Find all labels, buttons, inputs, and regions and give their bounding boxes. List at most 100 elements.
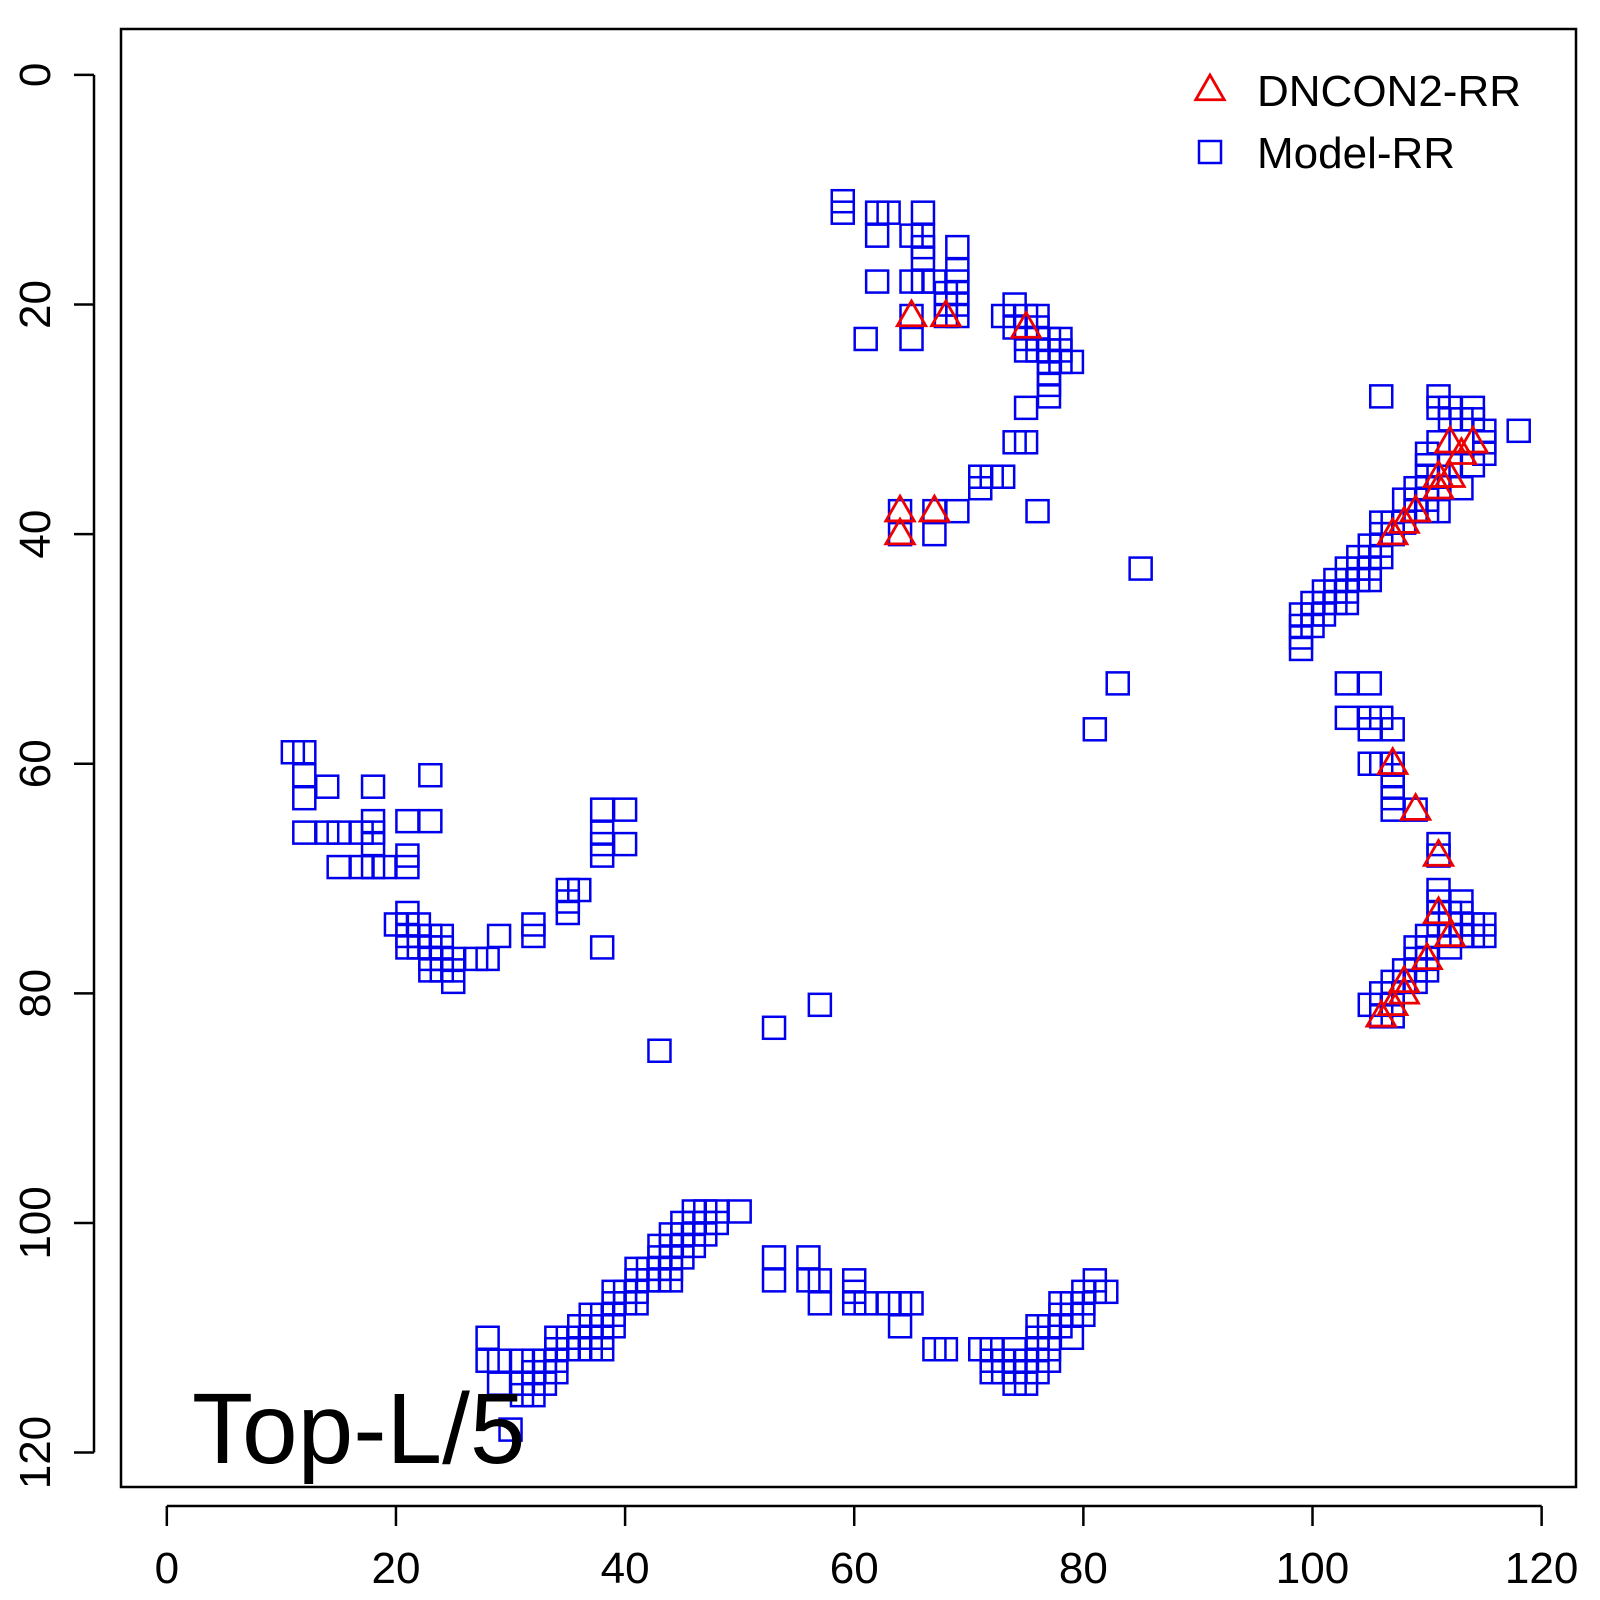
series-model-rr	[280, 188, 1531, 1442]
x-tick-label: 0	[155, 1544, 179, 1593]
model-rr-point	[418, 808, 443, 834]
model-rr-point	[945, 234, 970, 260]
dncon2-rr-point	[1398, 493, 1433, 523]
model-rr-point	[1128, 556, 1153, 581]
dncon2-rr-point	[1444, 435, 1479, 465]
model-rr-point	[968, 475, 993, 501]
model-rr-point	[761, 1015, 787, 1041]
model-rr-point	[395, 854, 420, 880]
legend-label-dncon2: DNCON2-RR	[1257, 67, 1521, 116]
model-rr-point	[864, 269, 890, 294]
model-rr-point	[521, 923, 546, 949]
model-rr-point	[1472, 923, 1497, 949]
model-rr-point	[853, 326, 878, 352]
model-rr-point	[1449, 475, 1474, 501]
model-rr-point	[796, 1245, 821, 1270]
model-rr-point	[418, 762, 443, 788]
model-rr-point	[326, 854, 351, 880]
model-rr-point	[1426, 498, 1451, 524]
x-tick-label: 40	[601, 1544, 650, 1593]
dncon2-rr-point	[1376, 745, 1410, 775]
model-rr-point	[1380, 797, 1405, 822]
model-rr-point	[1368, 384, 1394, 409]
legend: DNCON2-RR Model-RR	[1193, 67, 1521, 178]
model-rr-point	[910, 200, 936, 225]
dncon2-rr-point	[929, 298, 963, 328]
x-tick-label: 80	[1059, 1544, 1108, 1593]
y-tick-label: 20	[11, 280, 60, 329]
series-dncon2-rr	[883, 298, 1490, 1028]
model-rr-point	[887, 1314, 913, 1339]
dncon2-rr-point	[1421, 895, 1456, 925]
model-rr-point	[761, 1245, 787, 1270]
model-rr-point	[589, 797, 615, 822]
legend-symbol-model	[1197, 139, 1223, 165]
dncon2-rr-point	[1433, 424, 1467, 454]
model-rr-point	[647, 1038, 672, 1063]
model-rr-point	[292, 820, 317, 845]
model-rr-point	[1013, 430, 1039, 455]
model-rr-point	[1288, 636, 1314, 662]
model-rr-point	[1082, 717, 1108, 742]
legend-label-model: Model-RR	[1257, 129, 1455, 178]
y-tick-label: 80	[11, 969, 60, 1018]
model-rr-point	[475, 1325, 500, 1351]
model-rr-point	[1025, 498, 1050, 524]
model-rr-point	[1357, 671, 1383, 696]
model-rr-point	[589, 1336, 615, 1362]
dncon2-rr-point	[894, 298, 929, 328]
data-marks	[280, 188, 1531, 1442]
model-rr-point	[807, 992, 833, 1018]
model-rr-point	[589, 843, 615, 868]
model-rr-point	[292, 785, 317, 811]
model-rr-point	[292, 762, 317, 788]
model-rr-point	[1334, 671, 1360, 696]
model-rr-point	[864, 223, 890, 248]
dncon2-rr-point	[1433, 918, 1467, 948]
y-tick-label: 120	[11, 1416, 60, 1489]
model-rr-point	[498, 1417, 523, 1442]
model-rr-point	[440, 969, 466, 995]
model-rr-point	[945, 498, 970, 524]
y-tick-label: 0	[11, 63, 60, 87]
model-rr-point	[314, 774, 340, 799]
dncon2-rr-point	[1421, 837, 1456, 867]
model-rr-point	[486, 923, 512, 949]
y-tick-label: 60	[11, 739, 60, 788]
model-rr-point	[1013, 395, 1039, 421]
model-rr-point	[933, 1336, 959, 1362]
model-rr-point	[727, 1199, 752, 1224]
model-rr-point	[1094, 1279, 1119, 1305]
model-rr-point	[1105, 671, 1130, 696]
dncon2-rr-point	[917, 493, 952, 523]
model-rr-point	[395, 808, 420, 834]
model-rr-point	[899, 326, 924, 352]
dncon2-rr-point	[1387, 964, 1421, 994]
y-axis: 0 20 40 60 80 100 120	[11, 63, 96, 1489]
model-rr-point	[555, 900, 581, 926]
model-rr-point	[658, 1268, 684, 1293]
dncon2-rr-point	[883, 516, 917, 546]
model-rr-point	[761, 1268, 787, 1293]
dncon2-rr-point	[1376, 516, 1410, 546]
dncon2-rr-point	[1376, 987, 1410, 1016]
model-rr-point	[1380, 717, 1405, 742]
dncon2-rr-point	[1456, 424, 1490, 454]
y-tick-label: 40	[11, 510, 60, 559]
model-rr-point	[521, 1382, 546, 1408]
y-tick-label: 100	[11, 1186, 60, 1259]
model-rr-point	[1025, 1359, 1050, 1385]
dncon2-rr-point	[1387, 975, 1421, 1005]
dncon2-rr-point	[1009, 309, 1043, 339]
x-axis: 0 20 40 60 80 100 120	[155, 1504, 1578, 1593]
dncon2-rr-point	[1398, 791, 1433, 821]
model-rr-point	[1334, 705, 1360, 731]
plot-frame	[119, 27, 1578, 1489]
dncon2-rr-point	[1387, 504, 1421, 534]
dncon2-rr-point	[1433, 458, 1467, 488]
legend-symbol-dncon2	[1193, 72, 1227, 102]
x-tick-label: 20	[371, 1544, 420, 1593]
dncon2-rr-point	[1410, 941, 1444, 971]
model-rr-point	[1059, 1325, 1085, 1351]
